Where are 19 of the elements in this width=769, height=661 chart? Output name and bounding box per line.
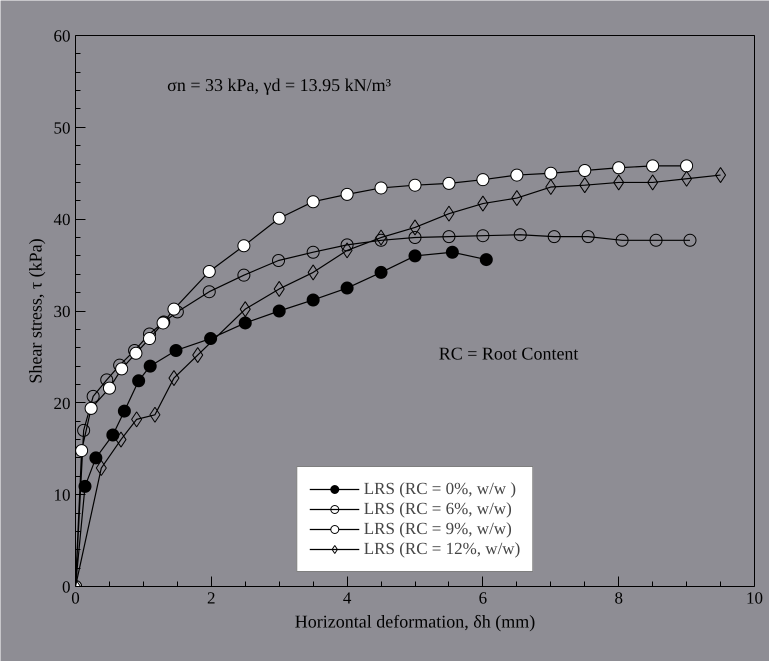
legend-label: LRS (RC = 6%, w/w) (364, 499, 512, 519)
y-axis-title: Shear stress, τ (kPa) (26, 238, 46, 384)
x-tick-label: 2 (207, 588, 216, 608)
x-axis-title: Horizontal deformation, δh (mm) (294, 612, 536, 632)
legend-label: LRS (RC = 9%, w/w) (364, 519, 512, 539)
x-tick-label: 4 (342, 588, 352, 608)
x-tick-label: 10 (746, 588, 763, 608)
legend-label: LRS (RC = 0%, w/w ) (364, 479, 516, 499)
annotation: σn = 33 kPa, γd = 13.95 kN/m³ (167, 75, 392, 96)
y-tick-label: 30 (54, 302, 70, 321)
y-tick-label: 60 (54, 26, 70, 46)
y-tick-label: 50 (54, 118, 70, 138)
x-tick-label: 6 (478, 588, 488, 608)
y-tick-label: 40 (54, 210, 70, 230)
legend-label: LRS (RC = 12%, w/w) (364, 539, 520, 559)
y-tick-label: 10 (54, 486, 70, 505)
y-tick-label: 20 (54, 394, 70, 413)
x-tick-label: 8 (614, 588, 623, 608)
annotation: RC = Root Content (438, 343, 578, 364)
